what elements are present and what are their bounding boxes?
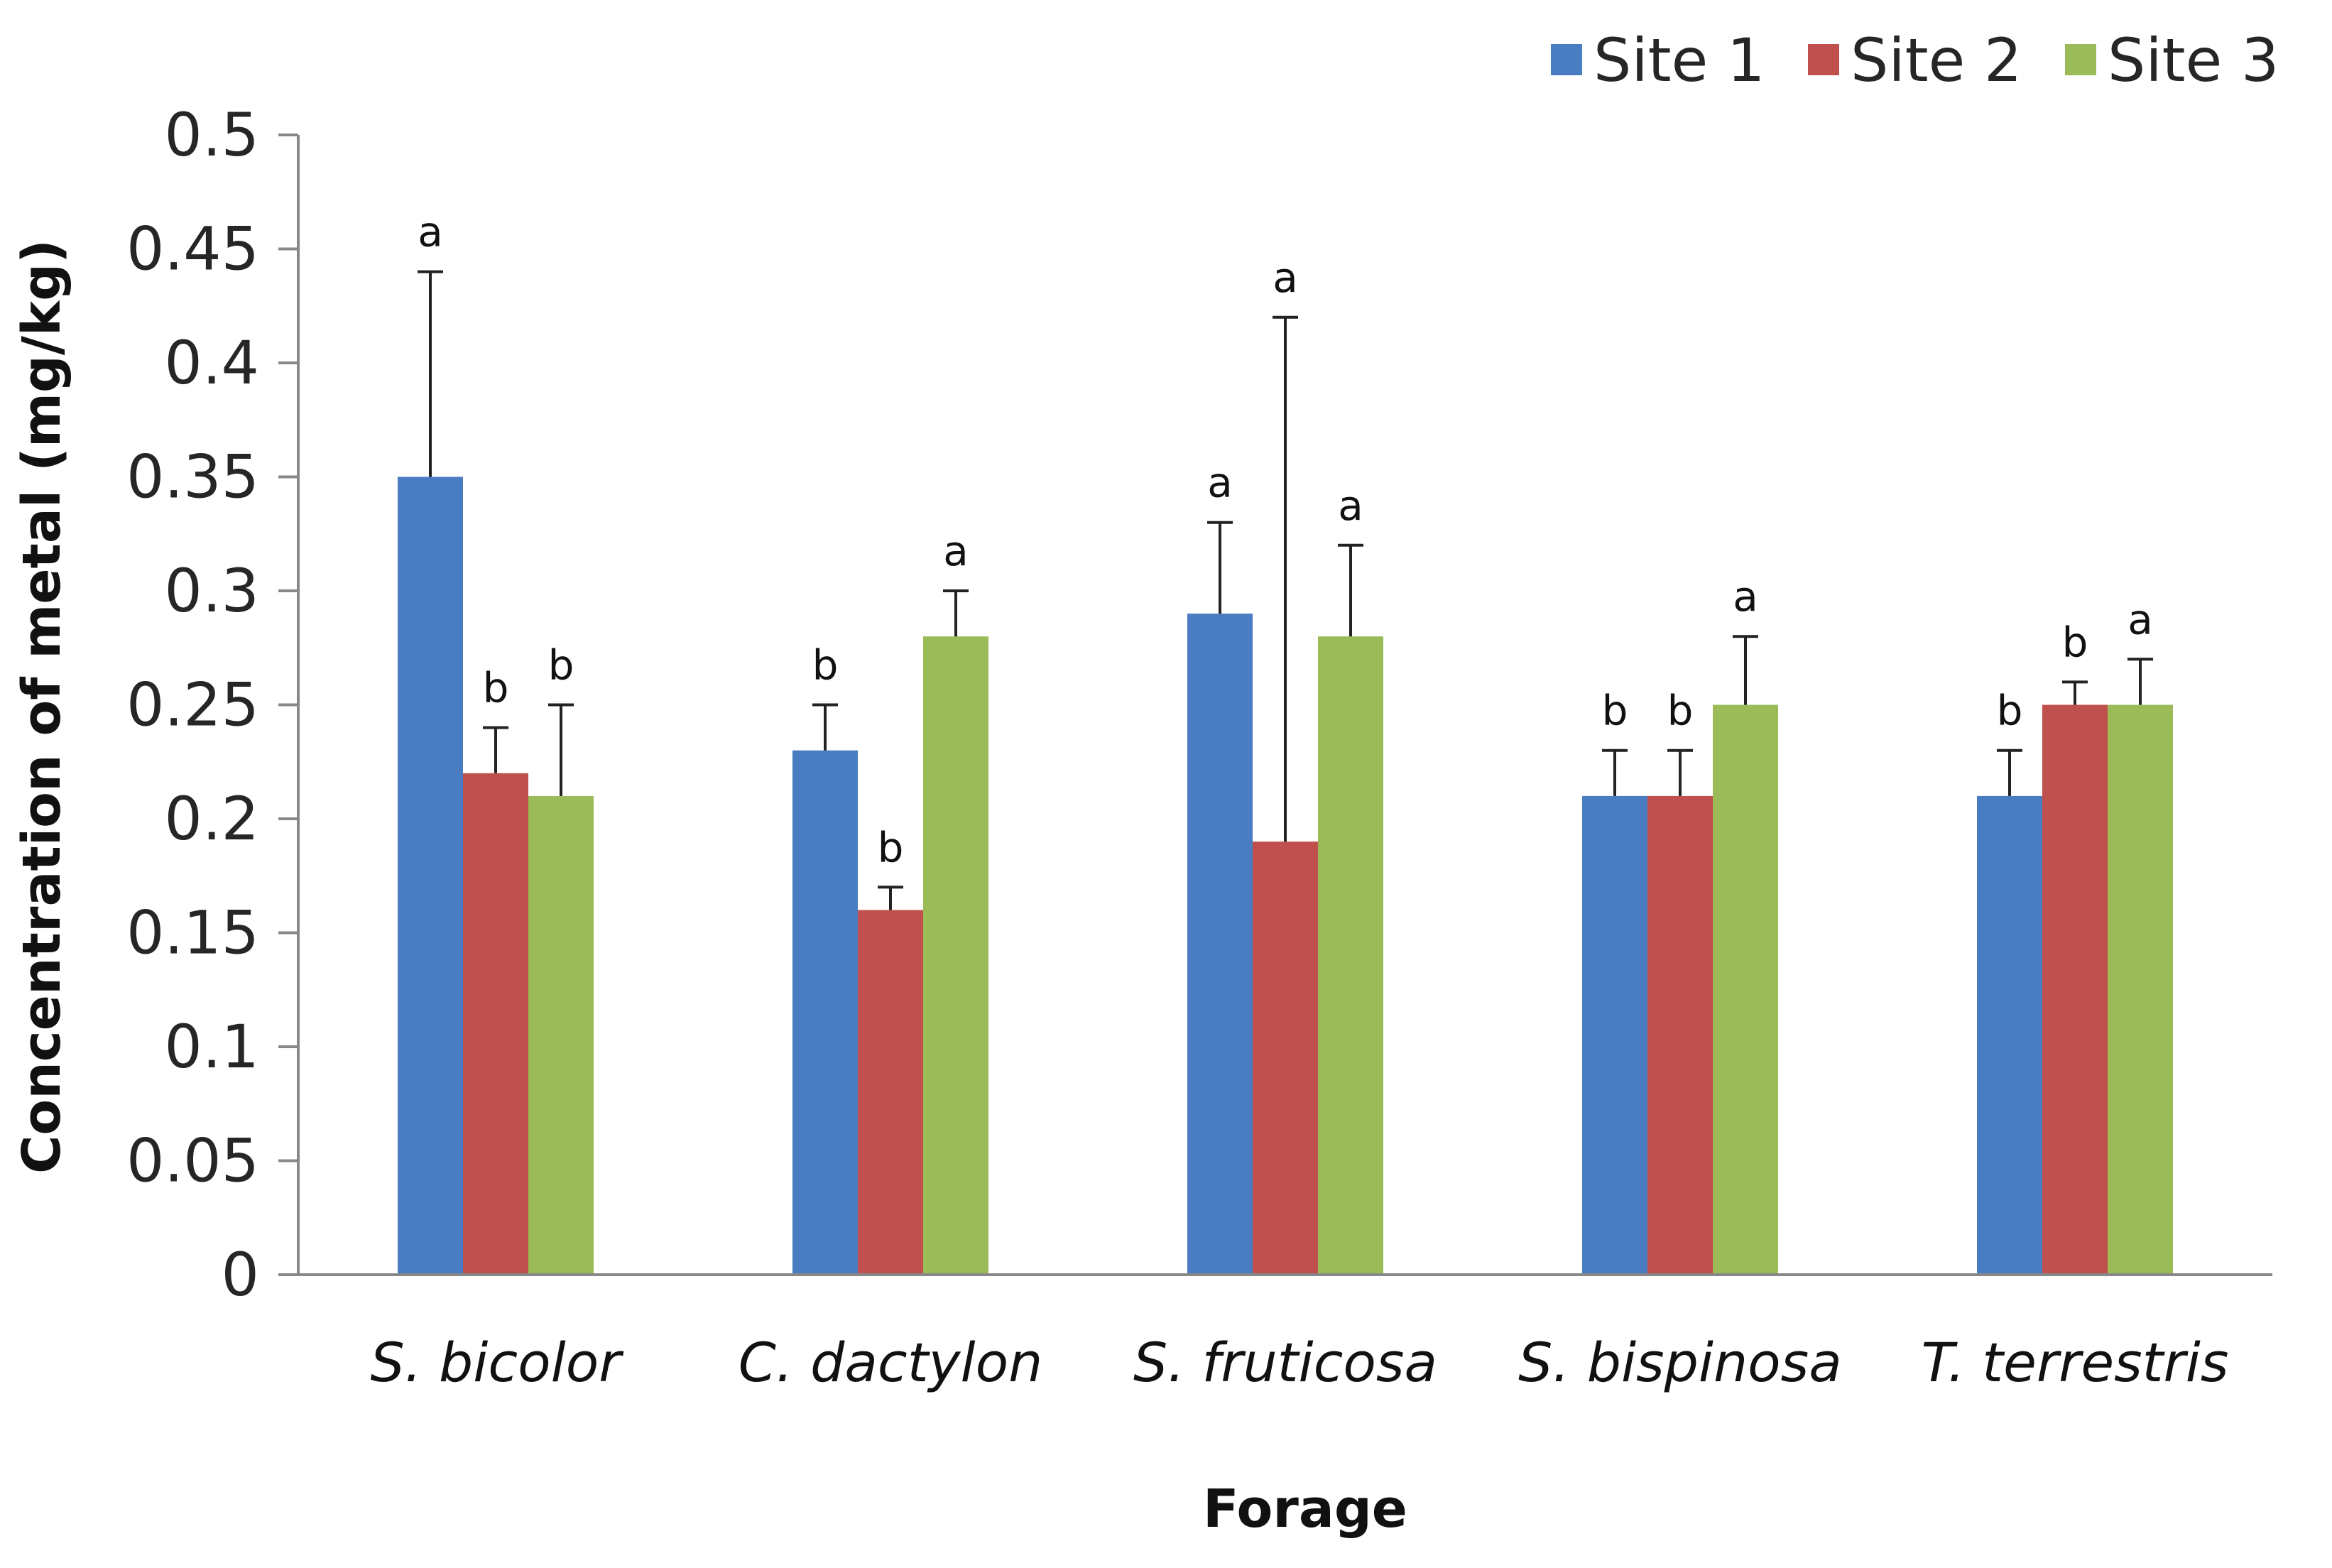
bar [2108,704,2173,1275]
bar [1713,704,1778,1275]
x-tick-label: C. dactylon [739,1331,1043,1394]
x-axis-category-labels: S. bicolor C. dactylon S. fruticosa S. bisp… [370,1331,2228,1394]
legend-label: Site 1 [1593,26,1765,95]
bar [1318,636,1383,1275]
bar [1647,795,1713,1275]
axes [278,135,2272,1276]
legend-swatch [1808,44,1839,75]
y-tick-label: 0 [222,1240,259,1310]
significance-label: a [943,527,969,575]
bar [1187,614,1253,1275]
bar [1253,842,1318,1275]
y-tick-label: 0.3 [164,556,259,626]
y-tick-label: 0.4 [164,328,259,398]
y-axis-ticks: 0 0.05 0.1 0.15 0.2 0.25 0.3 0.35 0.4 0.45 0.5 [126,100,298,1310]
y-tick-label: 0.05 [126,1126,259,1196]
bar [1582,795,1647,1275]
y-tick-label: 0.45 [126,214,259,284]
bar [463,773,528,1275]
x-tick-label: S. fruticosa [1133,1331,1437,1394]
significance-label: a [1207,459,1233,507]
bar [923,636,988,1275]
significance-label: b [1667,687,1694,735]
significance-label: b [1602,687,1628,735]
y-axis-title: Concentration of metal (mg/kg) [11,239,72,1174]
legend-swatch [2065,44,2096,75]
bar [398,477,463,1275]
significance-label: b [483,664,509,712]
legend-swatch [1551,44,1582,75]
x-tick-label: S. bispinosa [1518,1331,1842,1394]
significance-label: b [2062,618,2088,666]
significance-label: a [1338,481,1363,530]
bar [528,795,594,1275]
bar [858,910,923,1275]
legend: Site 1 Site 2 Site 3 [1551,26,2279,95]
significance-label: b [1997,687,2023,735]
significance-label: a [1733,572,1758,621]
y-tick-label: 0.25 [126,670,259,740]
significance-label: a [2127,595,2153,643]
x-axis-title: Forage [1203,1479,1407,1540]
y-tick-label: 0.2 [164,784,259,854]
bar [1977,795,2042,1275]
y-tick-label: 0.1 [164,1012,259,1082]
legend-label: Site 2 [1851,26,2022,95]
significance-label: b [548,641,574,690]
bar [2042,704,2108,1275]
significance-label: b [878,823,904,871]
significance-label: b [812,641,839,690]
significance-label: a [1273,254,1298,302]
bar [792,750,858,1275]
legend-label: Site 3 [2108,26,2279,95]
significance-label: a [418,208,443,256]
x-tick-label: S. bicolor [370,1331,624,1394]
y-tick-label: 0.15 [126,898,259,968]
x-tick-label: T. terrestris [1922,1331,2229,1394]
y-tick-label: 0.5 [164,100,259,170]
y-tick-label: 0.35 [126,442,259,512]
